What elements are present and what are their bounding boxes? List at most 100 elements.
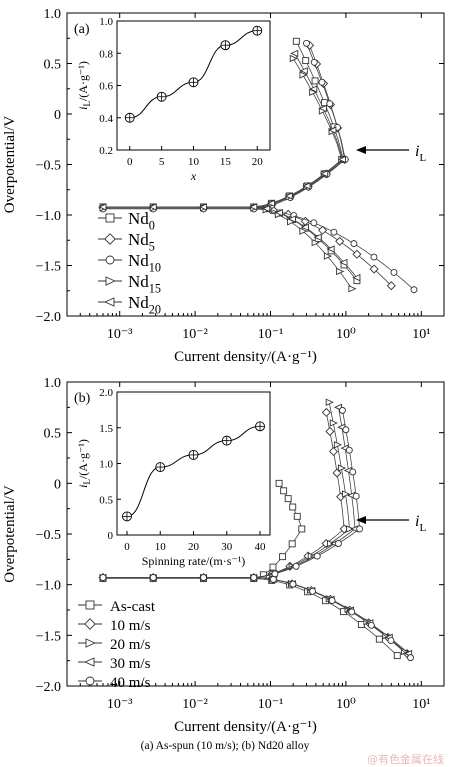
figure-caption: (a) As-spun (10 m/s); (b) Nd20 alloy — [140, 740, 310, 752]
curve-marker — [200, 574, 207, 582]
curve-marker — [342, 426, 350, 434]
inset-x-tick-label: 10 — [155, 541, 167, 553]
curve-marker — [274, 209, 284, 217]
curve-marker — [325, 426, 335, 436]
x-tick-label: 10⁻² — [182, 327, 208, 342]
x-axis-title: Current density/(A·g⁻¹) — [174, 349, 317, 365]
curve-marker — [288, 540, 296, 548]
curve-marker — [356, 525, 364, 533]
panel-a-chart: 1.0 0.5 0 −0.5 −1.0 −1.5 −2.0 10⁻³ 10⁻² 10⁻¹ 10⁰ 10… — [2, 7, 445, 365]
inset-y-tick-label: 0.2 — [99, 145, 113, 157]
inset-x-axis-title: x — [190, 169, 197, 183]
x-tick-label: 10¹ — [412, 327, 430, 342]
legend-marker — [104, 233, 116, 245]
x-tick-label: 10⁰ — [336, 327, 356, 342]
panel-label: (a) — [74, 22, 90, 37]
y-tick-label: −2.0 — [36, 680, 61, 695]
legend-label: Nd5 — [128, 230, 155, 253]
inset-point — [252, 25, 263, 36]
curve-marker — [250, 574, 258, 582]
legend-marker — [85, 676, 95, 686]
inset-y-tick-label: 0.8 — [99, 48, 113, 60]
curve-marker — [293, 512, 301, 520]
curve-marker — [342, 490, 351, 498]
curve-marker — [302, 57, 310, 65]
legend-label: 10 m/s — [110, 618, 151, 634]
curve-marker — [299, 227, 308, 235]
curve-marker — [292, 562, 300, 570]
inset-y-axis-title: iL/(A·g⁻¹) — [76, 439, 92, 488]
x-tick-label: 10⁻² — [182, 697, 208, 712]
curve-marker — [386, 281, 396, 291]
curve-marker — [328, 126, 337, 134]
inset-point — [221, 435, 232, 446]
il-arrow-head — [356, 146, 366, 154]
curve-marker — [370, 253, 378, 261]
curve-marker — [280, 487, 288, 495]
legend-label: Nd20 — [128, 293, 161, 316]
curve-marker — [249, 203, 258, 211]
curve-marker — [309, 88, 318, 97]
panel-label: (b) — [74, 391, 91, 406]
legend-marker — [105, 276, 116, 286]
y-tick-label: −0.5 — [36, 159, 61, 174]
curve-marker — [348, 608, 356, 616]
curve-marker — [337, 464, 347, 472]
legend-label: 20 m/s — [110, 637, 151, 653]
x-axis-title: Current density/(A·g⁻¹) — [174, 719, 317, 735]
curve-marker — [310, 58, 318, 66]
y-tick-label: −2.0 — [36, 310, 61, 325]
curve-marker — [313, 552, 321, 560]
il-annotation: iL — [415, 513, 426, 534]
inset-y-tick-label: 0.4 — [99, 113, 113, 125]
curve-line-anodic — [103, 53, 343, 208]
legend-entry-20 m/s: 20 m/s — [78, 637, 151, 653]
y-tick-label: −1.5 — [36, 629, 61, 644]
curve-marker — [289, 54, 298, 63]
legend-marker — [84, 657, 95, 667]
inset-x-tick-label: 0 — [127, 156, 133, 168]
inset-point — [124, 112, 135, 123]
curve-marker — [289, 580, 297, 588]
curve-Nd20 — [98, 49, 361, 282]
curve-marker — [333, 441, 343, 449]
y-tick-label: 1.0 — [44, 376, 62, 391]
curve-marker — [269, 563, 277, 571]
legend-label: 40 m/s — [110, 675, 151, 691]
curve-marker — [290, 49, 299, 58]
curve-line-cathodic — [253, 578, 398, 656]
x-tick-label: 10⁻¹ — [258, 697, 284, 712]
y-tick-label: 0 — [54, 108, 61, 123]
inset-x-tick-label: 20 — [252, 156, 264, 168]
inset-y-axis-title: iL/(A·g⁻¹) — [76, 61, 92, 110]
curve-marker — [326, 245, 335, 253]
inset-y-tick-label: 1.5 — [99, 423, 113, 435]
legend-label: 30 m/s — [110, 656, 151, 672]
curve-marker — [349, 468, 357, 476]
curve-marker — [148, 203, 157, 211]
x-tick-label: 10⁰ — [336, 697, 356, 712]
curve-marker — [311, 77, 319, 85]
legend-label: Nd15 — [128, 272, 161, 295]
legend-entry-40 m/s: 40 m/s — [78, 675, 151, 691]
curve-marker — [410, 286, 418, 294]
curve-marker — [339, 258, 348, 267]
il-annotation: iL — [415, 143, 426, 164]
legend-entry-30 m/s: 30 m/s — [78, 656, 151, 672]
curve-marker — [320, 170, 329, 178]
inset-point — [156, 91, 167, 102]
inset-y-tick-label: 1.0 — [99, 459, 113, 471]
legend-marker — [105, 213, 115, 223]
curve-marker — [352, 273, 361, 282]
inset-chart: 0 0.5 1.0 1.5 2.0 0 10 20 30 40 Spinning rate/(m·s… — [76, 387, 271, 568]
legend-marker — [105, 255, 115, 265]
inset-x-tick-label: 10 — [188, 156, 200, 168]
curve-marker — [330, 228, 338, 236]
curve-marker — [269, 576, 277, 583]
inset-point — [220, 40, 231, 51]
x-tick-label: 10⁻³ — [107, 697, 133, 712]
curve-marker — [350, 240, 358, 248]
curve-marker — [328, 446, 339, 457]
curve-marker — [337, 155, 346, 164]
curve-marker — [352, 249, 362, 259]
